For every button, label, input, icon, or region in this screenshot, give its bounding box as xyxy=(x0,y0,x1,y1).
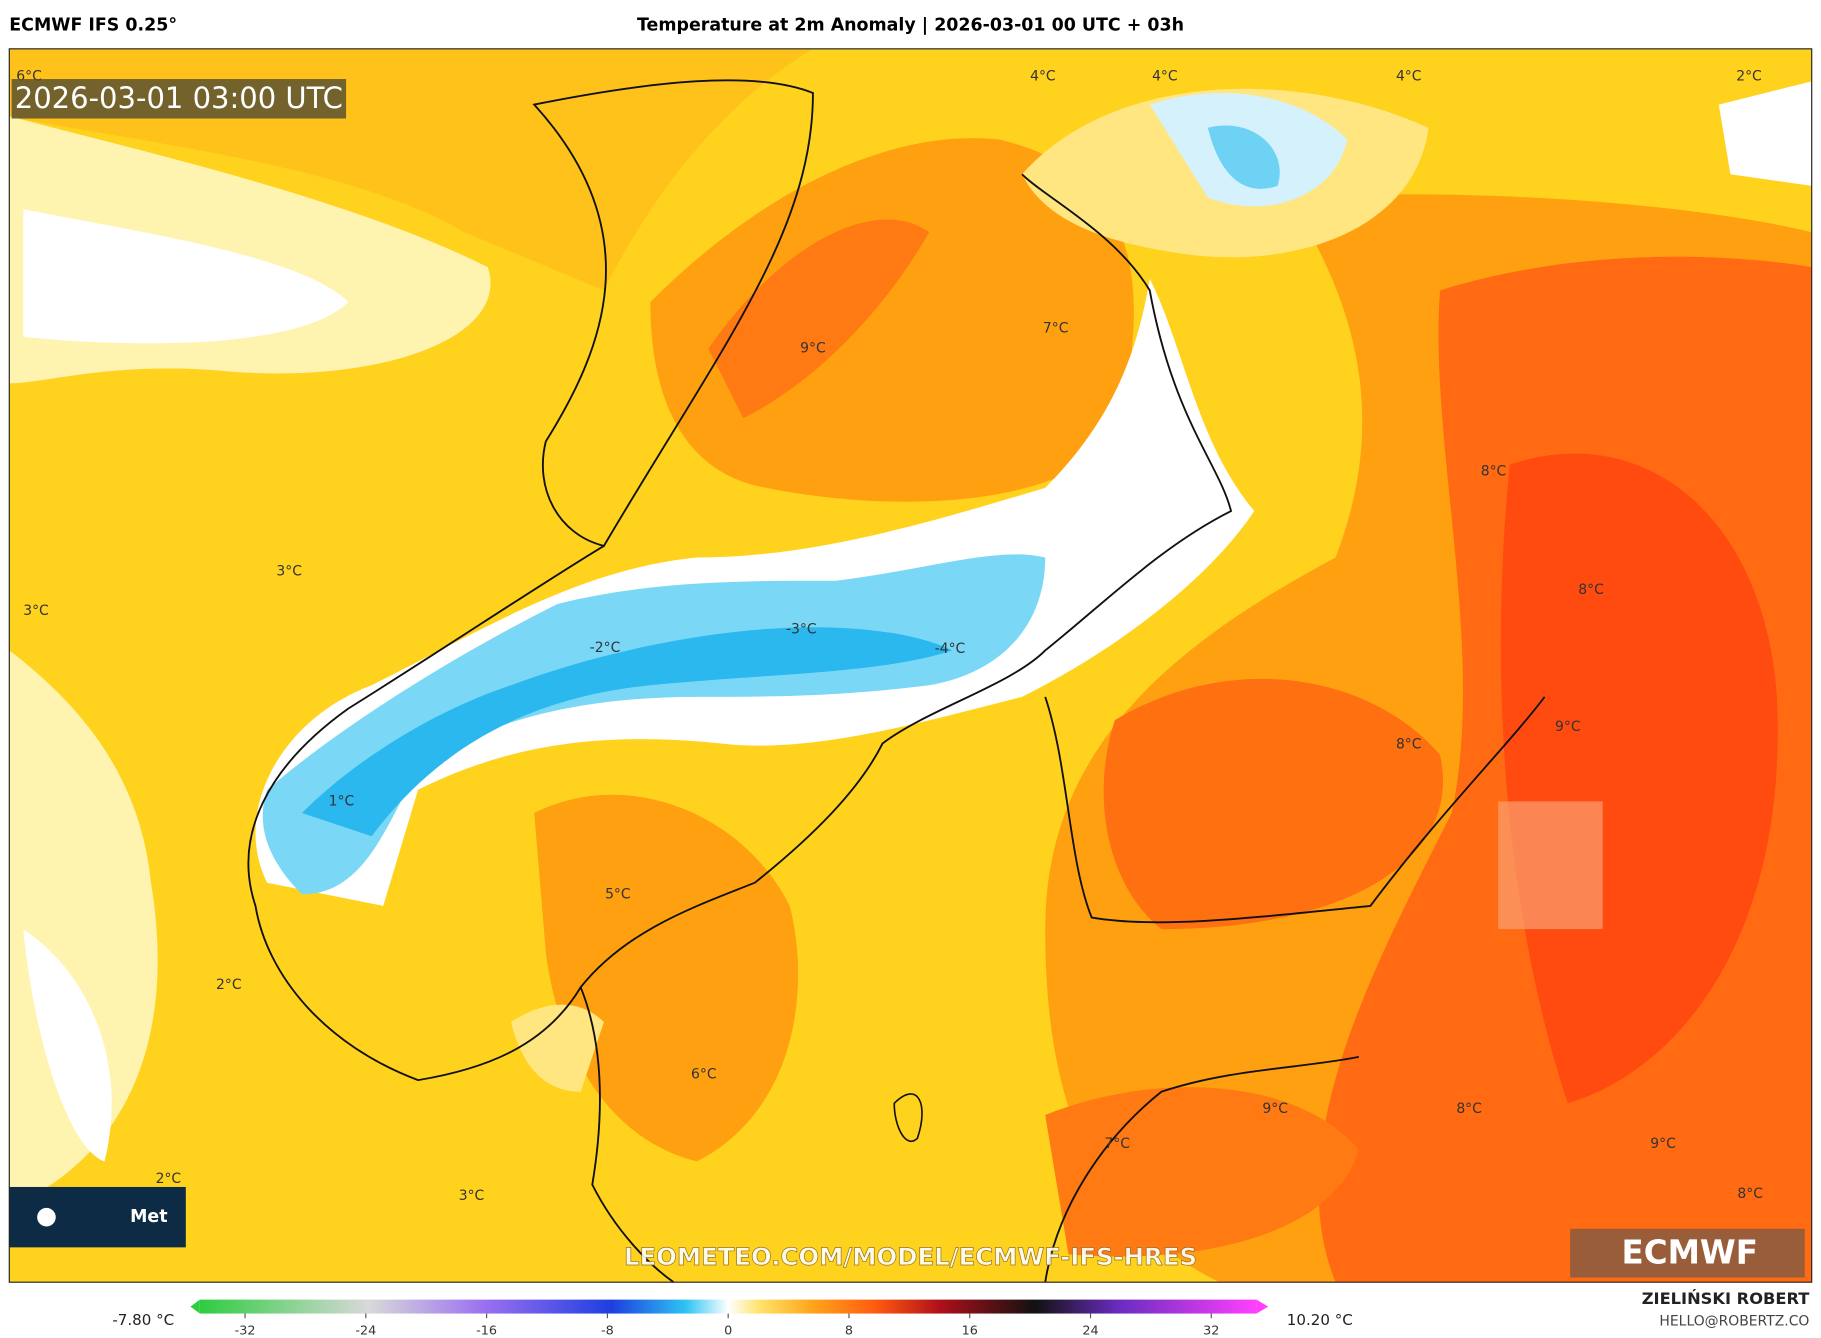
map-label: 9°C xyxy=(800,340,826,356)
colorbar-tick-label: -16 xyxy=(476,1323,497,1338)
colorbar-tick-label: -32 xyxy=(235,1323,256,1338)
map-label: 7°C xyxy=(1104,1136,1130,1152)
badge-text: Met xyxy=(130,1207,167,1227)
timestamp: 2026-03-01 03:00 UTC xyxy=(15,81,343,115)
colorbar-tick-label: -8 xyxy=(601,1323,614,1338)
map-label: 9°C xyxy=(1650,1136,1676,1152)
colorbar-tick-label: 8 xyxy=(845,1323,853,1338)
map-label: 8°C xyxy=(1456,1101,1482,1117)
map-label: -4°C xyxy=(935,641,966,657)
map-label: 6°C xyxy=(691,1066,717,1082)
map: 6°C 4°C 4°C 4°C 2°C 7°C 9°C 8°C 3°C 3°C 8°C -2°C -3°… xyxy=(9,48,1812,1283)
timestamp-box xyxy=(11,79,347,119)
logo-box xyxy=(1570,1228,1805,1278)
map-label: 3°C xyxy=(276,563,302,579)
credit-name: ZIELIŃSKI ROBERT xyxy=(1642,1289,1810,1308)
sun-icon xyxy=(37,1207,56,1227)
watermark: LEOMETEO.COM/MODEL/ECMWF-IFS-HRES xyxy=(624,1242,1197,1271)
map-label: 8°C xyxy=(1481,464,1507,480)
colorbar-tick-label: 0 xyxy=(724,1323,732,1338)
map-label: 7°C xyxy=(1043,321,1069,337)
colorbar-arrow xyxy=(190,1299,200,1314)
colorbar-min: -7.80 °C xyxy=(112,1311,174,1329)
map-label: -3°C xyxy=(786,622,817,638)
map-label: 8°C xyxy=(1578,582,1604,598)
colorbar-arrow xyxy=(1256,1299,1269,1314)
credit-email: HELLO@ROBERTZ.CO xyxy=(1659,1314,1809,1330)
map-label: -2°C xyxy=(590,640,621,656)
map-title: Temperature at 2m Anomaly | 2026-03-01 0… xyxy=(637,16,1184,36)
map-label: 4°C xyxy=(1396,69,1422,85)
map-label: 2°C xyxy=(1736,69,1762,85)
map-label: 8°C xyxy=(1396,736,1422,752)
source-label: ECMWF IFS 0.25° xyxy=(9,16,177,36)
map-frame xyxy=(8,48,1813,1283)
colorbar-tick-label: 32 xyxy=(1203,1323,1219,1338)
map-label: 2°C xyxy=(216,977,242,993)
map-label: 2°C xyxy=(156,1171,182,1187)
colorbar-max: 10.20 °C xyxy=(1287,1311,1353,1329)
map-label: 9°C xyxy=(1262,1101,1288,1117)
map-label: 4°C xyxy=(1152,69,1178,85)
logo: ECMWF xyxy=(1622,1233,1758,1271)
map-label: 9°C xyxy=(1555,719,1581,735)
colorbar-tick-label: 24 xyxy=(1082,1323,1098,1338)
map-labels: 6°C 4°C 4°C 4°C 2°C 7°C 9°C 8°C 3°C 3°C 8°C -2°C -3°… xyxy=(16,69,1763,1205)
colorbar: -7.80 °C 10.20 °C -32 -24 -16 -8 0 8 16 24 32 xyxy=(112,1299,1353,1338)
colorbar-tick-label: 16 xyxy=(962,1323,978,1338)
map-label: 3°C xyxy=(459,1188,485,1204)
map-label: 5°C xyxy=(605,886,631,902)
colorbar-tick-label: -24 xyxy=(355,1323,376,1338)
map-label: 4°C xyxy=(1030,69,1056,85)
map-label: 3°C xyxy=(23,603,49,619)
colorbar-ramp xyxy=(199,1299,1257,1314)
map-label: 8°C xyxy=(1737,1186,1763,1202)
map-label: 1°C xyxy=(329,793,355,809)
